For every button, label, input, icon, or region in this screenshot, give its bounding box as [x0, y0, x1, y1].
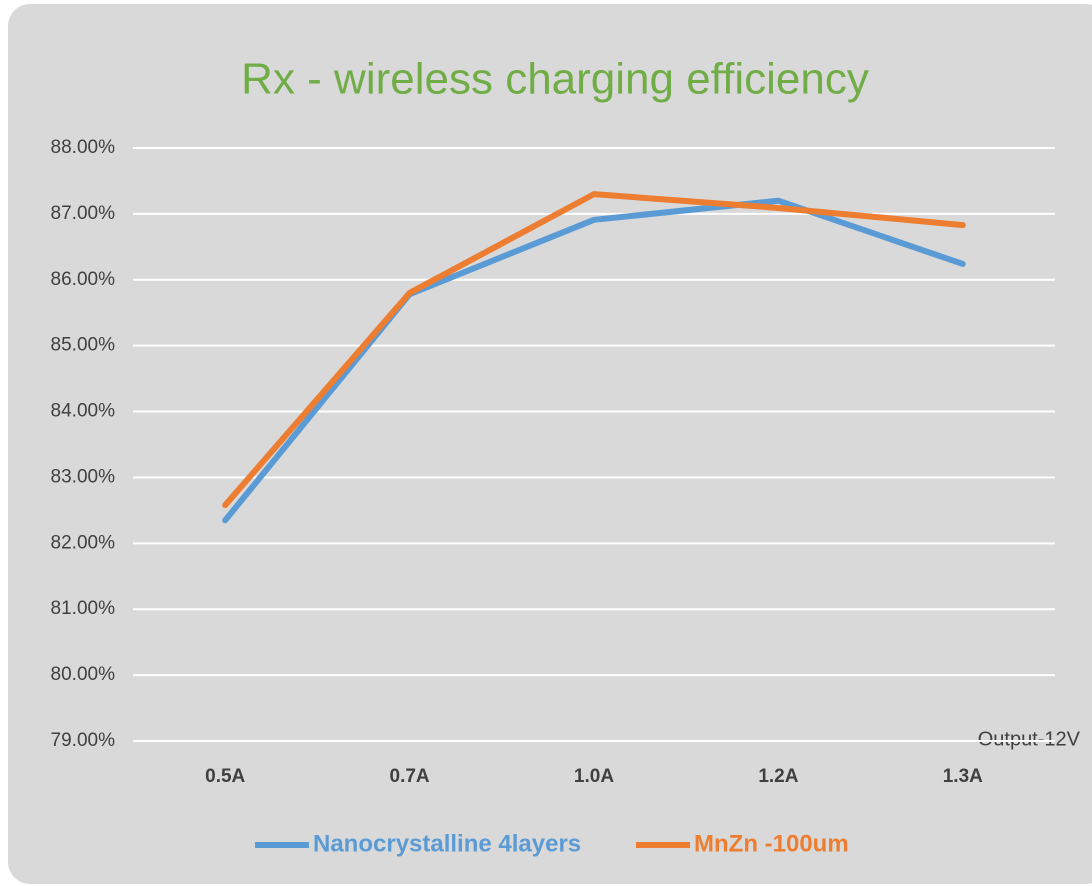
y-tick-label: 79.00%: [51, 730, 116, 751]
legend-label: Nanocrystalline 4layers: [313, 830, 581, 857]
y-tick-label: 82.00%: [51, 532, 116, 553]
x-tick-label: 1.3A: [943, 766, 983, 787]
y-tick-label: 85.00%: [51, 335, 116, 356]
legend-label: MnZn -100um: [694, 830, 849, 857]
x-tick-label: 1.0A: [574, 766, 614, 787]
x-tick-label: 0.7A: [390, 766, 430, 787]
chart-background: [8, 4, 1092, 884]
x-tick-label: 1.2A: [758, 766, 798, 787]
y-tick-label: 81.00%: [51, 598, 116, 619]
y-tick-label: 84.00%: [51, 401, 116, 422]
series-line: [222, 191, 966, 509]
y-tick-label: 83.00%: [51, 466, 116, 487]
chart-title: Rx - wireless charging efficiency: [241, 55, 869, 104]
x-tick-label: 0.5A: [205, 766, 245, 787]
y-tick-label: 86.00%: [51, 269, 116, 290]
y-tick-label: 88.00%: [51, 137, 116, 158]
y-tick-label: 87.00%: [51, 203, 116, 224]
y-tick-label: 80.00%: [51, 664, 116, 685]
series-line: [222, 197, 966, 524]
annotation: Output-12V: [978, 728, 1081, 750]
